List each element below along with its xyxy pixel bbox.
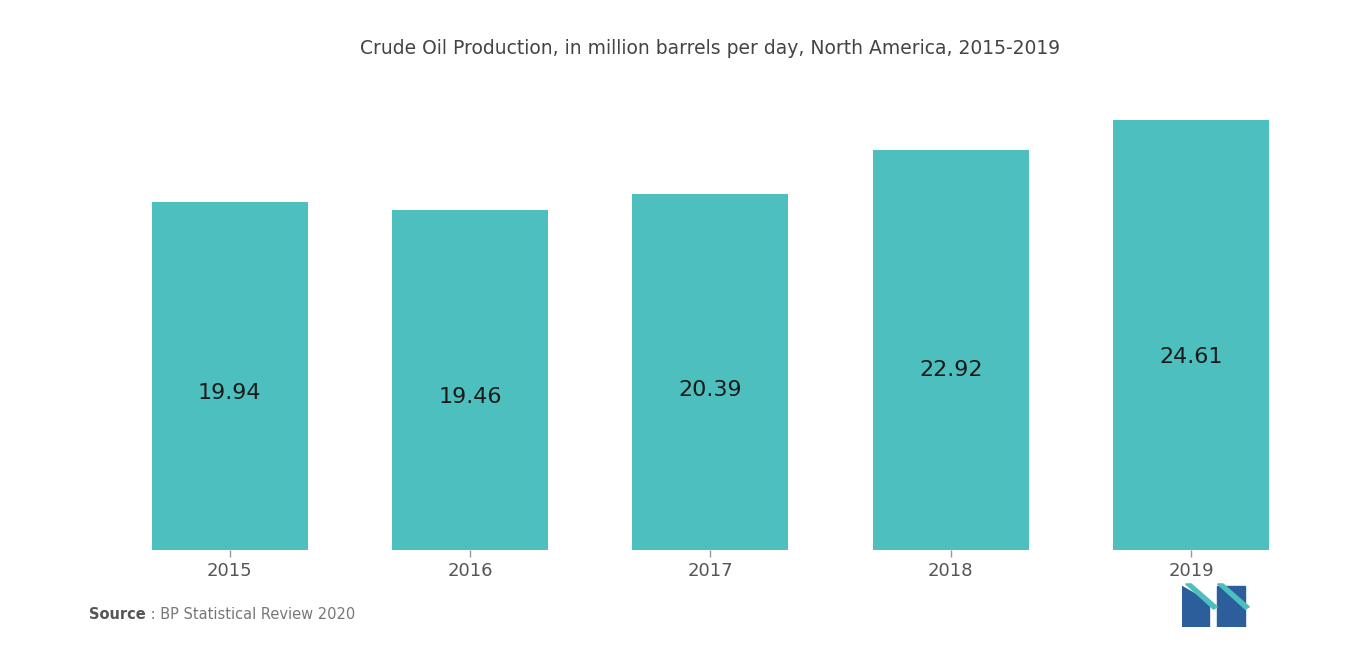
Polygon shape bbox=[1217, 584, 1250, 609]
Text: 20.39: 20.39 bbox=[679, 380, 742, 400]
Bar bbox=[152, 202, 307, 550]
Text: 19.46: 19.46 bbox=[438, 387, 501, 407]
Polygon shape bbox=[1186, 584, 1217, 609]
Bar bbox=[873, 150, 1029, 550]
Text: Source: Source bbox=[89, 607, 146, 622]
Bar bbox=[1113, 121, 1269, 550]
Text: : BP Statistical Review 2020: : BP Statistical Review 2020 bbox=[146, 607, 355, 622]
Title: Crude Oil Production, in million barrels per day, North America, 2015-2019: Crude Oil Production, in million barrels… bbox=[361, 39, 1060, 58]
Bar bbox=[392, 210, 548, 550]
Polygon shape bbox=[1217, 586, 1246, 627]
Text: 19.94: 19.94 bbox=[198, 383, 261, 403]
Polygon shape bbox=[1182, 586, 1209, 627]
Text: 24.61: 24.61 bbox=[1160, 346, 1223, 367]
Text: 22.92: 22.92 bbox=[919, 360, 982, 380]
Bar bbox=[632, 194, 788, 550]
